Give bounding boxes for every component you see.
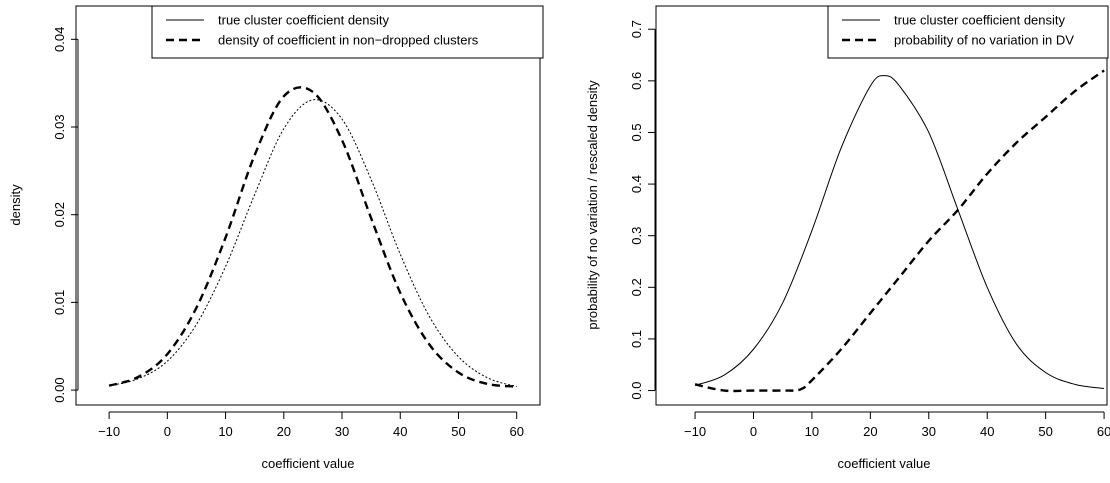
left-density-chart: −10 0 10 20 30 40 50 60 0.00 0.01 0.02 0.03 0.04 coef… xyxy=(8,5,544,471)
x-tick-label: 30 xyxy=(922,424,936,439)
legend-label: true cluster coefficient density xyxy=(218,13,390,28)
y-tick-label: 0.3 xyxy=(629,227,644,245)
x-tick-label: 60 xyxy=(509,424,523,439)
y-tick-label: 0.4 xyxy=(629,175,644,193)
legend-label: true cluster coefficient density xyxy=(894,13,1066,28)
x-tick-label: −10 xyxy=(684,424,706,439)
x-axis-title: coefficient value xyxy=(262,456,355,471)
x-tick-label: −10 xyxy=(98,424,120,439)
x-tick-label: 40 xyxy=(393,424,407,439)
x-tick-label: 20 xyxy=(863,424,877,439)
legend-label: density of coefficient in non−dropped cl… xyxy=(218,33,479,48)
x-tick-label: 30 xyxy=(335,424,349,439)
series-line-1 xyxy=(108,86,517,388)
x-tick-label: 20 xyxy=(277,424,291,439)
x-tick-label: 10 xyxy=(218,424,232,439)
y-tick-label: 0.00 xyxy=(52,377,67,402)
series-line-0 xyxy=(108,99,517,388)
y-tick-label: 0.5 xyxy=(629,123,644,141)
y-tick-label: 0.02 xyxy=(52,202,67,227)
plot-frame xyxy=(75,5,541,406)
y-tick-label: 0.0 xyxy=(629,382,644,400)
y-tick-label: 0.03 xyxy=(52,114,67,139)
series-line-1 xyxy=(694,69,1105,393)
right-probability-chart: −10 0 10 20 30 40 50 60 0.0 0.1 0.2 0.3 0.4 0.5 0.6 0.7… xyxy=(585,5,1110,471)
series-line-0 xyxy=(694,75,1105,389)
y-tick-label: 0.6 xyxy=(629,72,644,90)
x-axis-title: coefficient value xyxy=(838,456,931,471)
y-axis-title: density xyxy=(8,184,23,226)
y-tick-label: 0.04 xyxy=(52,27,67,52)
x-tick-label: 50 xyxy=(1038,424,1052,439)
legend-label: probability of no variation in DV xyxy=(894,33,1074,48)
plot-frame xyxy=(655,5,1108,406)
x-tick-label: 50 xyxy=(451,424,465,439)
x-tick-label: 10 xyxy=(805,424,819,439)
legend-box xyxy=(151,5,544,59)
legend-box xyxy=(827,5,1109,59)
y-tick-label: 0.01 xyxy=(52,290,67,315)
x-tick-label: 0 xyxy=(750,424,757,439)
y-tick-label: 0.2 xyxy=(629,278,644,296)
x-tick-label: 40 xyxy=(980,424,994,439)
x-tick-label: 0 xyxy=(164,424,171,439)
y-tick-label: 0.7 xyxy=(629,20,644,38)
x-tick-label: 60 xyxy=(1097,424,1110,439)
y-axis-title: probability of no variation / rescaled d… xyxy=(585,80,600,330)
y-tick-label: 0.1 xyxy=(629,330,644,348)
